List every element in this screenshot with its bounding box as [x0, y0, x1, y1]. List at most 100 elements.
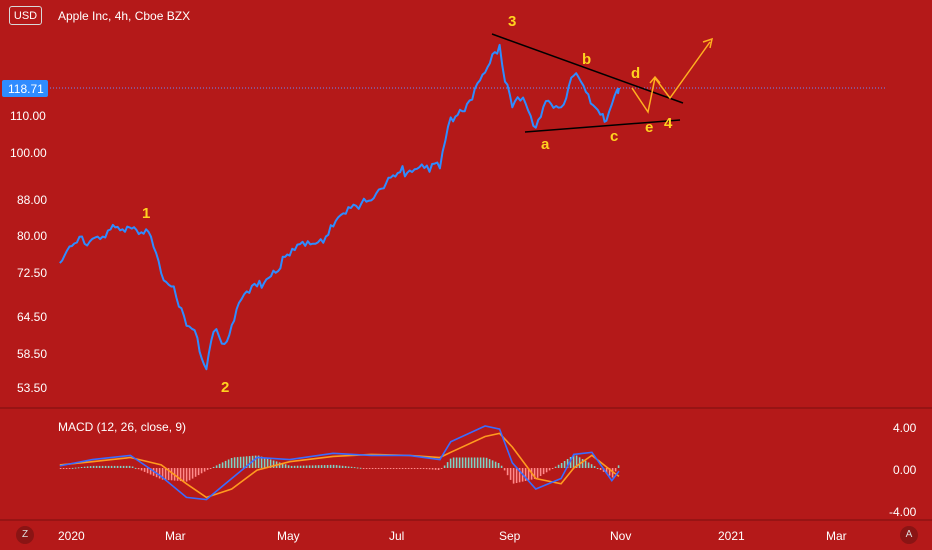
macd-histogram-bar [578, 457, 581, 468]
macd-histogram-bar [554, 466, 557, 468]
macd-histogram-bar [359, 467, 362, 469]
macd-histogram-bar [548, 468, 551, 471]
macd-histogram-bar [221, 462, 224, 468]
price-tick-label: 110.00 [10, 109, 46, 123]
macd-histogram-bar [290, 465, 293, 468]
macd-histogram-bar [539, 468, 542, 476]
macd-histogram-bar [233, 457, 236, 468]
macd-histogram-bar [446, 462, 449, 468]
macd-histogram-bar [479, 457, 482, 468]
macd-histogram-bar [200, 468, 203, 474]
macd-histogram-bar [536, 468, 539, 478]
macd-histogram-bar [407, 468, 410, 469]
price-tick-label: 80.00 [17, 229, 47, 243]
macd-histogram-bar [341, 465, 344, 468]
timezone-button[interactable]: Z [16, 526, 34, 544]
price-series-line [59, 43, 620, 371]
macd-histogram-bar [86, 466, 89, 468]
macd-histogram-bar [59, 468, 62, 469]
macd-histogram-bar [140, 468, 143, 471]
macd-histogram-bar [68, 468, 71, 469]
time-tick-label: Nov [610, 529, 631, 543]
time-tick-label: Mar [165, 529, 186, 543]
price-tick-label: 72.50 [17, 266, 47, 280]
macd-histogram-bar [572, 455, 575, 468]
macd-histogram-bar [179, 468, 182, 482]
triangle-lower-trendline [524, 119, 681, 133]
macd-histogram-bar [80, 467, 83, 468]
macd-histogram-bar [392, 468, 395, 469]
macd-histogram-bar [122, 465, 125, 468]
macd-histogram-bar [293, 465, 296, 468]
macd-histogram-bar [605, 468, 608, 474]
macd-histogram-bar [362, 468, 365, 469]
macd-histogram-bar [512, 468, 515, 484]
macd-histogram-bar [176, 468, 179, 481]
macd-histogram-bar [77, 467, 80, 469]
macd-histogram-bar [482, 457, 485, 468]
macd-histogram-bar [377, 468, 380, 469]
macd-histogram-bar [494, 461, 497, 468]
macd-histogram-bar [65, 468, 68, 469]
macd-histogram-bar [149, 468, 152, 475]
macd-histogram-bar [581, 459, 584, 468]
currency-button[interactable]: USD [9, 6, 42, 25]
macd-histogram-bar [260, 456, 263, 468]
macd-histogram-bar [476, 457, 479, 468]
macd-line [59, 425, 620, 501]
macd-histogram-bar [551, 468, 554, 469]
macd-histogram-bar [401, 468, 404, 469]
macd-histogram-bar [131, 466, 134, 468]
macd-histogram-bar [383, 468, 386, 469]
macd-histogram-bar [74, 467, 77, 469]
macd-histogram [59, 455, 620, 484]
macd-histogram-bar [437, 468, 440, 470]
macd-histogram-bar [344, 466, 347, 468]
macd-histogram-bar [137, 468, 140, 470]
macd-histogram-bar [317, 465, 320, 468]
macd-histogram-bar [245, 456, 248, 468]
time-axis: 2020 Mar May Jul Sep Nov 2021 Mar [58, 529, 847, 543]
macd-histogram-bar [452, 457, 455, 468]
wave-label-a: a [541, 136, 550, 153]
macd-histogram-bar [542, 468, 545, 475]
price-pane: 1 2 3 a b c d e 4 [50, 13, 885, 396]
macd-histogram-bar [71, 467, 74, 469]
macd-histogram-bar [242, 456, 245, 468]
macd-histogram-bar [287, 465, 290, 468]
macd-histogram-bar [416, 468, 419, 469]
macd-histogram-bar [599, 468, 602, 470]
macd-histogram-bar [404, 468, 407, 469]
macd-histogram-bar [329, 464, 332, 468]
macd-histogram-bar [230, 458, 233, 468]
macd-histogram-bar [323, 465, 326, 468]
wave-label-d: d [631, 65, 640, 82]
macd-histogram-bar [461, 457, 464, 468]
macd-histogram-bar [272, 460, 275, 468]
macd-histogram-bar [338, 465, 341, 468]
macd-histogram-bar [62, 468, 65, 469]
macd-histogram-bar [566, 459, 569, 468]
wave-label-e: e [645, 119, 653, 136]
macd-histogram-bar [227, 459, 230, 468]
macd-histogram-bar [332, 464, 335, 468]
chart-title: Apple Inc, 4h, Cboe BZX [58, 9, 190, 23]
price-tick-label: 64.50 [17, 310, 47, 324]
macd-histogram-bar [527, 468, 530, 481]
macd-histogram-bar [188, 468, 191, 481]
macd-histogram-bar [500, 465, 503, 468]
current-price-value: 118.71 [8, 82, 44, 96]
auto-scale-button[interactable]: A [900, 526, 918, 544]
macd-histogram-bar [209, 468, 212, 469]
macd-histogram-bar [575, 455, 578, 468]
macd-histogram-bar [428, 468, 431, 470]
macd-histogram-bar [335, 465, 338, 468]
macd-histogram-bar [128, 465, 131, 468]
macd-histogram-bar [182, 468, 185, 482]
macd-histogram-bar [491, 460, 494, 468]
macd-histogram-bar [419, 468, 422, 469]
macd-histogram-bar [398, 468, 401, 469]
macd-histogram-bar [434, 468, 437, 470]
macd-histogram-bar [254, 455, 257, 468]
